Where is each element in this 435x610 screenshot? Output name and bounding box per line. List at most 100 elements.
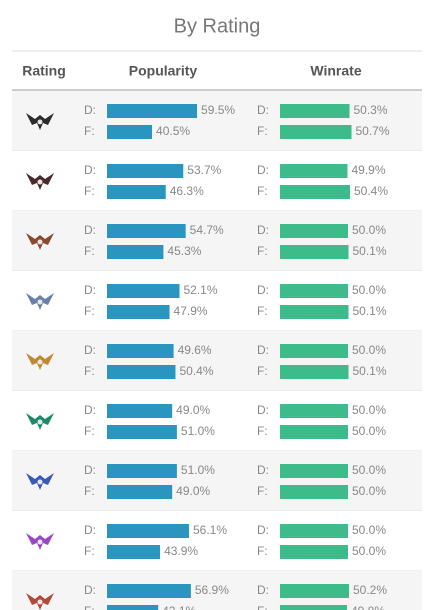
series-label: D:	[84, 283, 96, 297]
bar	[280, 125, 352, 139]
value-label: 49.8%	[351, 604, 385, 610]
emblem-gem	[37, 239, 43, 245]
emblem-gem	[37, 479, 43, 485]
bar	[107, 185, 166, 199]
row-bg	[12, 91, 422, 151]
value-label: 50.0%	[352, 424, 386, 438]
value-label: 45.3%	[167, 244, 201, 258]
series-label: D:	[257, 463, 269, 477]
value-label: 50.0%	[352, 463, 386, 477]
series-label: F:	[257, 364, 268, 378]
series-label: D:	[257, 343, 269, 357]
value-label: 53.7%	[187, 163, 221, 177]
bar	[280, 224, 348, 238]
value-label: 52.1%	[184, 283, 218, 297]
bar	[107, 104, 198, 118]
value-label: 56.1%	[193, 523, 227, 537]
series-label: F:	[257, 304, 268, 318]
bar	[107, 584, 191, 598]
series-label: F:	[84, 604, 95, 610]
series-label: D:	[257, 223, 269, 237]
series-label: F:	[84, 484, 95, 498]
value-label: 43.1%	[162, 604, 196, 610]
series-label: F:	[257, 484, 268, 498]
row-bg	[12, 211, 422, 271]
value-label: 43.9%	[164, 544, 198, 558]
series-label: F:	[257, 244, 268, 258]
bar	[107, 524, 189, 538]
row-bg	[12, 331, 422, 391]
value-label: 50.7%	[356, 124, 390, 138]
value-label: 56.9%	[195, 583, 229, 597]
value-label: 49.6%	[178, 343, 212, 357]
series-label: D:	[84, 583, 96, 597]
series-label: F:	[84, 544, 95, 558]
value-label: 51.0%	[181, 463, 215, 477]
emblem-gem	[37, 419, 43, 425]
emblem-gem	[37, 539, 43, 545]
series-label: F:	[257, 424, 268, 438]
bar	[107, 224, 186, 238]
value-label: 50.0%	[352, 544, 386, 558]
bar	[107, 365, 176, 379]
bar	[107, 284, 180, 298]
series-label: F:	[257, 544, 268, 558]
bar	[280, 245, 349, 259]
series-label: D:	[84, 343, 96, 357]
series-label: D:	[257, 583, 269, 597]
header: Popularity	[129, 63, 198, 79]
series-label: F:	[84, 304, 95, 318]
bar	[280, 524, 348, 538]
value-label: 49.9%	[352, 163, 386, 177]
value-label: 40.5%	[156, 124, 190, 138]
bar	[280, 365, 349, 379]
value-label: 50.0%	[352, 403, 386, 417]
series-label: F:	[257, 604, 268, 610]
bar	[107, 545, 161, 559]
series-label: D:	[84, 463, 96, 477]
bar	[280, 404, 348, 418]
row-bg	[12, 271, 422, 331]
series-label: F:	[84, 364, 95, 378]
value-label: 50.0%	[352, 484, 386, 498]
row-bg	[12, 391, 422, 451]
value-label: 49.0%	[176, 484, 210, 498]
emblem-gem	[37, 299, 43, 305]
series-label: F:	[84, 184, 95, 198]
bar	[107, 485, 173, 499]
bar	[107, 605, 159, 610]
series-label: D:	[257, 163, 269, 177]
series-label: D:	[257, 403, 269, 417]
value-label: 50.0%	[352, 523, 386, 537]
series-label: F:	[257, 184, 268, 198]
value-label: 50.4%	[354, 184, 388, 198]
bar	[280, 164, 348, 178]
value-label: 50.0%	[352, 343, 386, 357]
value-label: 54.7%	[190, 223, 224, 237]
series-label: D:	[84, 223, 96, 237]
emblem-gem	[37, 179, 43, 185]
bar	[280, 605, 347, 610]
bar	[107, 404, 173, 418]
bar	[280, 464, 348, 478]
series-label: D:	[84, 163, 96, 177]
value-label: 50.0%	[352, 283, 386, 297]
series-label: D:	[84, 103, 96, 117]
bar	[280, 305, 349, 319]
header: Rating	[22, 63, 66, 79]
bar	[107, 305, 170, 319]
series-label: D:	[257, 523, 269, 537]
row-bg	[12, 451, 422, 511]
bar	[280, 425, 348, 439]
bar	[107, 125, 153, 139]
emblem-gem	[37, 359, 43, 365]
emblem-gem	[37, 599, 43, 605]
value-label: 50.1%	[353, 244, 387, 258]
row-bg	[12, 151, 422, 211]
value-label: 46.3%	[170, 184, 204, 198]
value-label: 59.5%	[201, 103, 235, 117]
bar	[107, 464, 177, 478]
value-label: 50.2%	[353, 583, 387, 597]
bar	[280, 545, 348, 559]
